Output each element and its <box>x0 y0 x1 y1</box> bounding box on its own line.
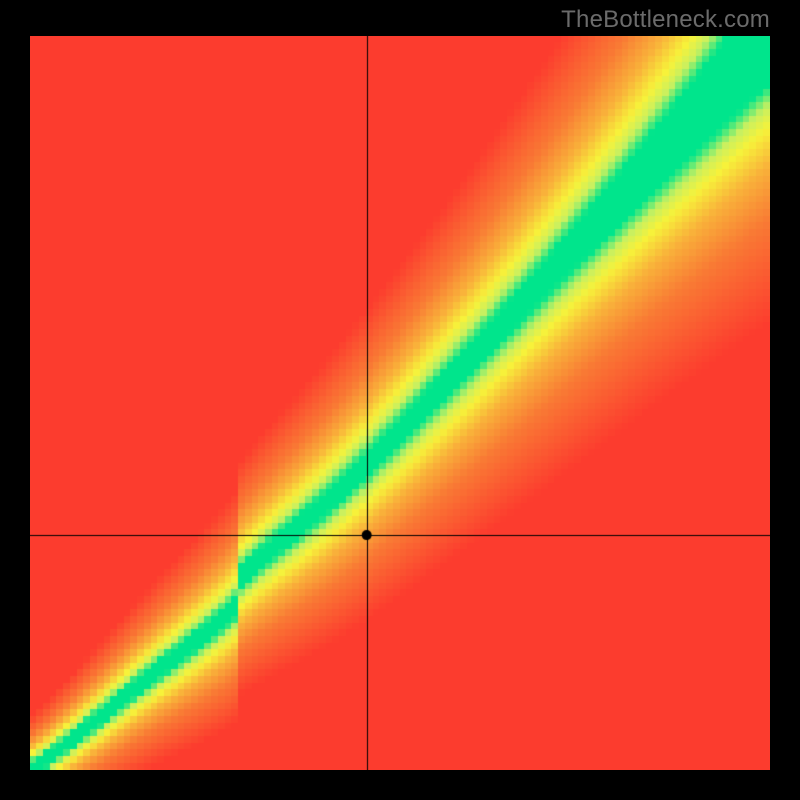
watermark-text: TheBottleneck.com <box>561 6 770 34</box>
chart-container: TheBottleneck.com <box>0 0 800 800</box>
bottleneck-heatmap <box>30 36 770 770</box>
